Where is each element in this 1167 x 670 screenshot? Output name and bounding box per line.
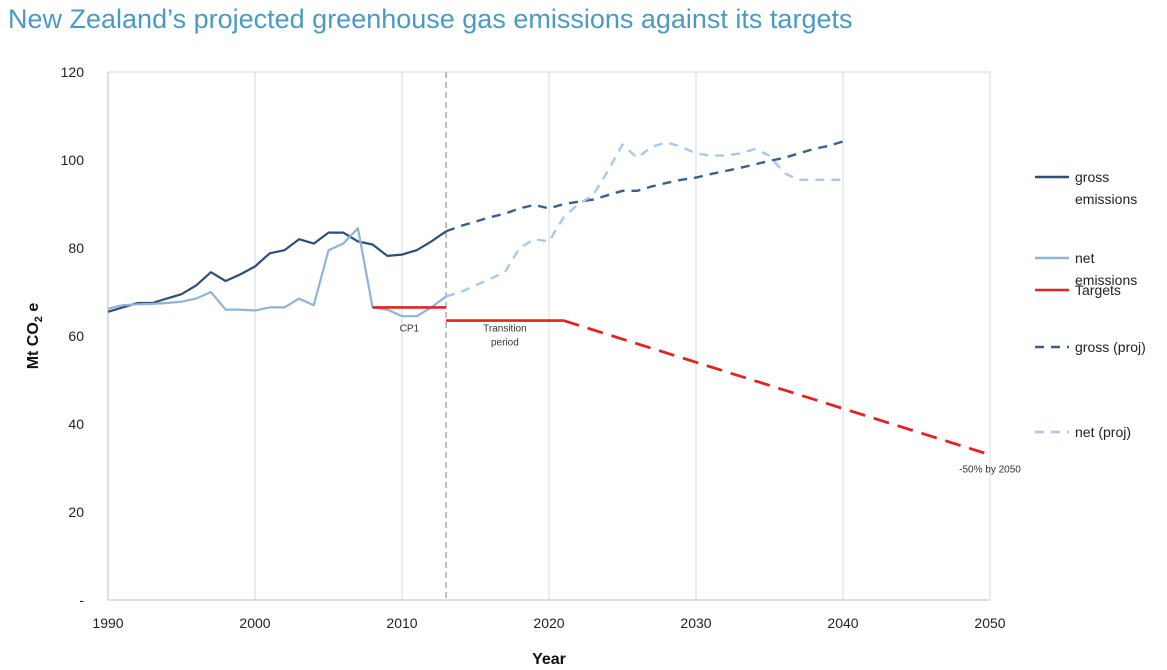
x-tick-label: 2030 xyxy=(680,615,711,631)
legend-label: emissions xyxy=(1075,191,1137,207)
target-projection-series-line xyxy=(563,319,991,457)
y-tick-label: 120 xyxy=(61,64,85,80)
x-tick-label: 2000 xyxy=(239,615,270,631)
x-tick-label: 2010 xyxy=(386,615,417,631)
net-proj-series-line xyxy=(445,141,843,298)
annotation-label: Transition xyxy=(483,324,527,335)
y-tick-label: 40 xyxy=(68,416,84,432)
x-tick-label: 1990 xyxy=(92,615,123,631)
y-tick-label: 60 xyxy=(68,328,84,344)
series-lines xyxy=(107,140,991,457)
legend-label: emissions xyxy=(1075,272,1137,288)
chart-title: New Zealand’s projected greenhouse gas e… xyxy=(8,4,853,34)
gridlines xyxy=(108,71,991,600)
legend-label: net (proj) xyxy=(1075,424,1131,440)
net-emissions-series-line xyxy=(107,227,447,318)
x-tick-label: 2020 xyxy=(533,615,564,631)
gross-proj-series-line xyxy=(445,140,844,233)
legend-label: gross (proj) xyxy=(1075,339,1146,355)
x-tick-label: 2050 xyxy=(974,615,1005,631)
annotation-label: -50% by 2050 xyxy=(959,464,1021,475)
legend-label: net xyxy=(1075,250,1095,266)
y-tick-label: 80 xyxy=(68,240,84,256)
y-tick-label: - xyxy=(79,592,84,608)
annotation-label: period xyxy=(491,338,519,349)
annotation-label: CP1 xyxy=(400,324,420,335)
legend-label: gross xyxy=(1075,169,1109,185)
y-tick-label: 20 xyxy=(68,504,84,520)
x-tick-label: 2040 xyxy=(827,615,858,631)
y-axis-title: Mt CO2 e xyxy=(25,303,45,370)
x-axis-title: Year xyxy=(532,651,566,668)
axes: 1990 2000 2010 2020 2030 2040 2050-20406080100… xyxy=(61,64,1006,631)
gross-emissions-series-line xyxy=(107,230,447,313)
annotations: CP1 Transition period -50% by 2050 xyxy=(400,324,1022,476)
legend-label: Targets xyxy=(1075,282,1121,298)
y-tick-label: 100 xyxy=(61,152,85,168)
